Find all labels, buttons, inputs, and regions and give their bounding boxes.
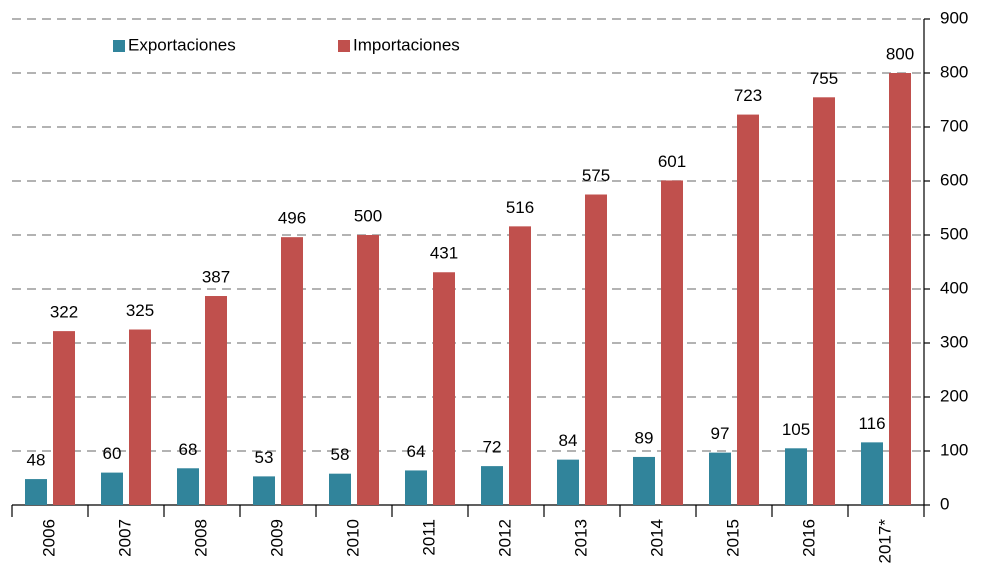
bar [357, 235, 379, 505]
y-tick-label: 0 [940, 494, 949, 513]
x-tick-label: 2009 [267, 519, 286, 557]
bar [633, 456, 655, 505]
x-tick-label: 2010 [343, 519, 362, 557]
value-label: 72 [483, 438, 502, 457]
y-tick-label: 500 [940, 224, 968, 243]
value-label: 500 [354, 206, 382, 225]
bar [433, 272, 455, 505]
value-label: 322 [50, 303, 78, 322]
bar [205, 296, 227, 505]
value-label: 97 [711, 424, 730, 443]
bar [509, 226, 531, 506]
value-label: 800 [886, 44, 914, 63]
bar [329, 473, 351, 505]
bar [785, 448, 807, 505]
bar [53, 331, 75, 505]
x-tick-label: 2008 [191, 519, 210, 557]
value-label: 387 [202, 268, 230, 287]
value-label: 68 [179, 440, 198, 459]
value-label: 116 [858, 414, 885, 433]
legend-label: Importaciones [353, 35, 460, 54]
value-label: 53 [255, 448, 274, 467]
legend-swatch [113, 40, 125, 52]
value-label: 575 [582, 166, 610, 185]
y-tick-label: 200 [940, 386, 968, 405]
x-tick-label: 2006 [39, 519, 58, 557]
bar [281, 237, 303, 505]
legend-swatch [338, 40, 350, 52]
bar [129, 329, 151, 505]
bar [177, 468, 199, 505]
bar [253, 476, 275, 505]
y-tick-label: 400 [940, 278, 968, 297]
legend-label: Exportaciones [128, 35, 236, 54]
x-tick-label: 2014 [647, 519, 666, 557]
value-label: 601 [658, 152, 686, 171]
x-tick-label: 2012 [495, 519, 514, 557]
bar [661, 180, 683, 505]
value-label: 58 [331, 445, 350, 464]
bar [737, 114, 759, 505]
value-label: 84 [559, 431, 578, 450]
bar [861, 442, 883, 505]
value-label: 755 [810, 69, 838, 88]
value-label: 516 [506, 198, 534, 217]
y-tick-label: 800 [940, 62, 968, 81]
bar [889, 73, 911, 505]
value-label: 105 [782, 420, 810, 439]
value-label: 723 [734, 86, 762, 105]
value-label: 64 [407, 442, 426, 461]
y-tick-label: 700 [940, 116, 968, 135]
y-tick-label: 900 [940, 8, 968, 27]
bar [813, 97, 835, 506]
x-tick-label: 2011 [419, 519, 438, 556]
bar [25, 479, 47, 505]
value-label: 325 [126, 301, 154, 320]
bar [101, 472, 123, 505]
x-tick-label: 2007 [115, 519, 134, 557]
y-tick-label: 100 [940, 440, 968, 459]
value-label: 60 [103, 444, 122, 463]
value-label: 431 [430, 244, 458, 263]
x-tick-label: 2013 [571, 519, 590, 557]
x-tick-label: 2015 [723, 519, 742, 557]
value-label: 496 [278, 209, 306, 228]
bar [709, 452, 731, 505]
x-tick-label: 2016 [799, 519, 818, 557]
y-tick-label: 300 [940, 332, 968, 351]
x-tick-label: 2017* [875, 519, 894, 564]
bar [405, 470, 427, 505]
value-label: 48 [27, 451, 46, 470]
value-label: 89 [635, 428, 654, 447]
bar [585, 194, 607, 505]
y-tick-label: 600 [940, 170, 968, 189]
bar [481, 466, 503, 505]
bar [557, 459, 579, 505]
